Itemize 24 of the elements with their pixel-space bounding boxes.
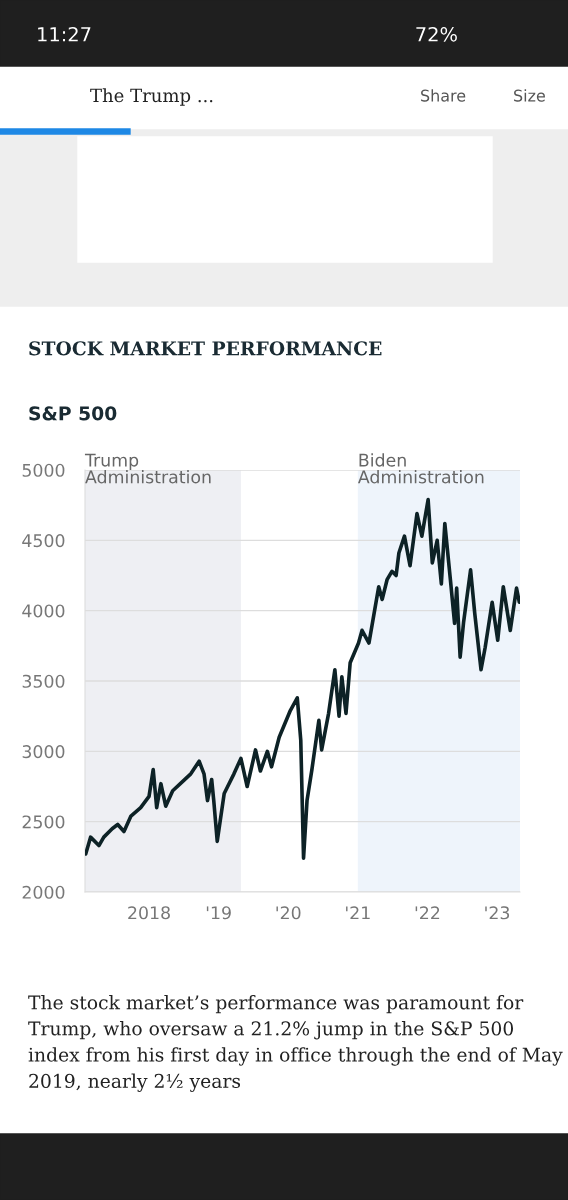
x-tick-label: '21 [346, 906, 370, 920]
x-tick-label: '20 [276, 906, 301, 920]
x-tick-label: '22 [415, 906, 440, 920]
y-tick-label: 2500 [22, 815, 65, 829]
band-label: Biden Administration [357, 453, 484, 484]
text: The Trump ... [90, 88, 213, 106]
chart-title: STOCK MARKET PERFORMANCE [29, 341, 382, 356]
y-tick-label: 3000 [22, 745, 65, 759]
x-tick-label: '23 [485, 906, 510, 920]
band-label: Trump Administration [84, 453, 211, 484]
line-series [85, 497, 520, 861]
x-tick-label: '19 [206, 906, 231, 920]
text: Share [421, 89, 466, 102]
x-tick-label: 2018 [128, 906, 170, 920]
text: The stock market’s performance was paramount for Trump, who oversaw a 21.2% jump in the S&P 500 index from his first day in office through the end of May 2019, nearly 2½ years [28, 995, 563, 1092]
y-tick-label: 3500 [22, 674, 65, 688]
y-tick-label: 2000 [22, 885, 65, 899]
chart-subtitle: S&P 500 [29, 406, 117, 421]
y-tick-label: 4000 [22, 604, 65, 618]
text: 72% [416, 26, 457, 42]
text: Size [514, 89, 545, 102]
y-tick-label: 4500 [22, 534, 65, 548]
text: 11:27 [38, 26, 91, 42]
y-tick-label: 5000 [22, 463, 65, 477]
